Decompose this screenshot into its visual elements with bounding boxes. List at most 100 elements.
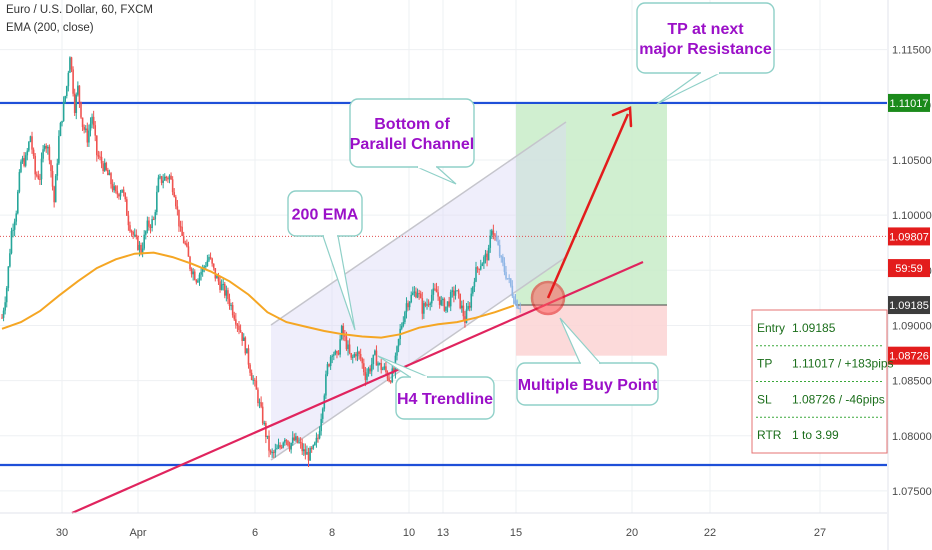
candle-body: [17, 191, 19, 214]
candle-body: [96, 135, 98, 156]
candle-body: [193, 271, 196, 280]
candle-body: [456, 290, 458, 292]
candle-body: [345, 336, 348, 350]
candle-body: [419, 293, 422, 299]
candle-body: [491, 230, 493, 236]
candle-body: [296, 436, 299, 443]
candle-body: [320, 418, 322, 432]
price-tick-label: 1.11500: [892, 45, 931, 57]
candle-body: [317, 437, 319, 439]
candle-body: [130, 231, 133, 233]
candle-body: [99, 156, 101, 158]
candle-body: [479, 266, 482, 270]
candle-body: [84, 128, 87, 130]
candle-body: [105, 162, 108, 170]
candle-body: [391, 368, 394, 382]
candle-body: [205, 266, 207, 268]
candle-body: [263, 422, 266, 424]
candle-body: [39, 178, 41, 180]
candle-body: [336, 351, 338, 353]
callouts: TP at next major Resistance Bottom of Paral…: [287, 2, 775, 420]
candle-body: [344, 335, 346, 337]
candle-body: [315, 437, 318, 443]
candle-body: [175, 196, 177, 207]
parallel-channel: [270, 121, 567, 461]
candle-body: [497, 240, 499, 245]
candle-body: [227, 290, 229, 299]
candle-body: [271, 452, 273, 454]
candle-body: [502, 256, 504, 263]
candle-body: [111, 184, 114, 191]
candle-body: [208, 257, 210, 261]
candle-body: [233, 315, 236, 320]
candle-body: [435, 289, 438, 293]
channel-upper-line: [270, 121, 567, 326]
candle-body: [494, 234, 496, 236]
candle-body: [223, 283, 226, 296]
candle-body: [51, 170, 54, 187]
candle-body: [347, 344, 349, 350]
buypoint-callout: Multiple Buy Point: [516, 317, 659, 406]
price-tag-label: 1.11017: [890, 98, 929, 110]
candle-body: [69, 57, 71, 73]
candle-body: [140, 244, 142, 254]
candle-body: [397, 339, 400, 347]
time-tick-label: 20: [626, 527, 638, 539]
channel-fill: [271, 122, 566, 460]
candle-body: [258, 402, 261, 404]
callout-label: 200 EMA: [292, 207, 359, 224]
candle-body: [287, 440, 289, 446]
candle-body: [279, 445, 281, 448]
candle-body: [148, 220, 150, 227]
candle-body: [170, 175, 172, 180]
candle-body: [103, 162, 106, 171]
candle-body: [242, 337, 245, 341]
candle-body: [160, 176, 163, 183]
candle-body: [21, 158, 24, 162]
candle-body: [187, 246, 190, 257]
candle-body: [353, 354, 356, 357]
candle-body: [197, 280, 199, 283]
candle-body: [126, 199, 128, 216]
candle-body: [333, 354, 335, 356]
summary-field-value: 1.08726 / -46pips: [792, 392, 885, 406]
candle-body: [295, 436, 297, 441]
price-tag-label: 1.08726: [889, 351, 929, 363]
candle-body: [312, 445, 315, 449]
candle-body: [59, 122, 62, 136]
summary-field-name: TP: [757, 357, 772, 371]
candle-body: [176, 206, 179, 210]
candle-body: [132, 231, 134, 235]
candle-body: [2, 310, 5, 318]
price-axis[interactable]: 1.115001.110001.105001.100001.095001.090…: [887, 0, 932, 550]
candle-body: [184, 243, 187, 245]
trendline-callout: H4 Trendline: [377, 355, 495, 420]
candle-body: [383, 366, 386, 369]
tp-callout: TP at next major Resistance: [636, 2, 775, 105]
price-tag: [888, 93, 930, 112]
time-tick-label: 13: [437, 527, 449, 539]
time-axis[interactable]: 30 Apr 6 8 10 13 15 20 22 27: [0, 512, 887, 539]
candle-body: [381, 368, 384, 370]
candle-body: [478, 268, 480, 270]
candle-body: [40, 158, 43, 180]
candle-body: [154, 212, 157, 220]
candle-body: [94, 125, 97, 136]
candle-body: [31, 136, 33, 150]
candle-body: [413, 291, 416, 293]
candle-body: [127, 215, 130, 226]
candle-body: [506, 278, 509, 280]
candles: [1, 56, 522, 468]
candle-body: [378, 363, 381, 365]
candle-body: [293, 437, 296, 441]
candle-body: [75, 94, 78, 113]
candle-body: [366, 373, 368, 380]
candle-body: [146, 220, 149, 232]
candle-body: [257, 389, 259, 404]
candle-body: [509, 278, 512, 286]
candle-body: [152, 219, 155, 221]
candle-body: [65, 86, 68, 97]
candle-body: [165, 176, 168, 179]
